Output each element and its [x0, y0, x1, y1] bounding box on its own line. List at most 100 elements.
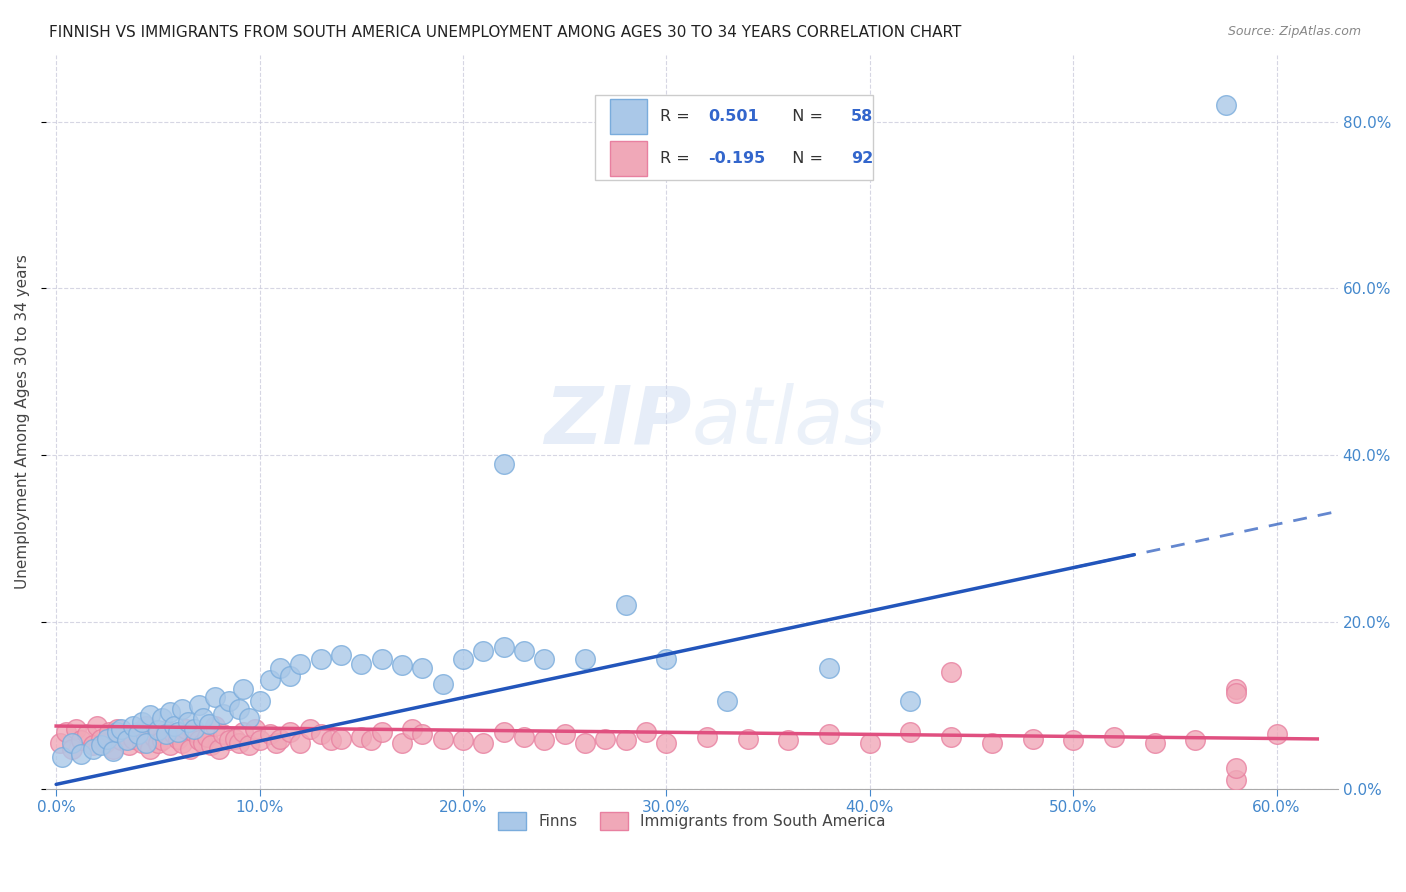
- Text: R =: R =: [659, 152, 695, 166]
- Point: [278, 724, 301, 739]
- Point: [114, 727, 136, 741]
- Point: [69, 733, 91, 747]
- Point: [105, 724, 128, 739]
- Point: [1102, 730, 1125, 744]
- Point: [1225, 681, 1247, 696]
- Point: [1143, 736, 1166, 750]
- Text: Source: ZipAtlas.com: Source: ZipAtlas.com: [1227, 25, 1361, 38]
- Point: [818, 661, 841, 675]
- Point: [232, 724, 254, 739]
- Point: [90, 738, 112, 752]
- Point: [110, 733, 132, 747]
- Point: [1215, 98, 1237, 112]
- Point: [82, 741, 104, 756]
- Point: [980, 736, 1002, 750]
- Point: [939, 665, 962, 679]
- Point: [554, 727, 576, 741]
- Point: [329, 648, 352, 663]
- Point: [218, 694, 240, 708]
- Text: N =: N =: [782, 152, 828, 166]
- Point: [533, 652, 555, 666]
- Point: [259, 727, 281, 741]
- Point: [150, 733, 173, 747]
- Point: [49, 736, 72, 750]
- Point: [1184, 733, 1206, 747]
- Point: [69, 747, 91, 761]
- Point: [228, 702, 250, 716]
- Point: [212, 706, 235, 721]
- Point: [183, 724, 205, 739]
- Point: [55, 724, 77, 739]
- Point: [818, 727, 841, 741]
- Point: [264, 736, 287, 750]
- Point: [76, 727, 98, 741]
- Bar: [610, 99, 647, 134]
- Point: [195, 730, 218, 744]
- Point: [127, 727, 149, 741]
- Point: [716, 694, 738, 708]
- Point: [1021, 731, 1043, 746]
- Point: [350, 730, 373, 744]
- Point: [655, 652, 678, 666]
- Point: [778, 733, 800, 747]
- Point: [159, 738, 181, 752]
- Point: [167, 724, 190, 739]
- Point: [96, 731, 118, 746]
- Point: [309, 727, 332, 741]
- Text: ZIP: ZIP: [544, 383, 692, 461]
- Point: [118, 738, 141, 752]
- Point: [472, 644, 495, 658]
- Point: [232, 681, 254, 696]
- Point: [155, 727, 177, 741]
- Point: [135, 719, 157, 733]
- Text: FINNISH VS IMMIGRANTS FROM SOUTH AMERICA UNEMPLOYMENT AMONG AGES 30 TO 34 YEARS : FINNISH VS IMMIGRANTS FROM SOUTH AMERICA…: [49, 25, 962, 40]
- Point: [513, 644, 536, 658]
- Point: [191, 736, 214, 750]
- Point: [269, 661, 291, 675]
- Point: [370, 724, 392, 739]
- Point: [309, 652, 332, 666]
- Point: [249, 694, 271, 708]
- Point: [191, 711, 214, 725]
- Point: [212, 727, 235, 741]
- Point: [105, 722, 128, 736]
- Text: atlas: atlas: [692, 383, 887, 461]
- Point: [150, 711, 173, 725]
- Point: [900, 724, 922, 739]
- Point: [1265, 727, 1288, 741]
- Point: [614, 598, 637, 612]
- Point: [269, 731, 291, 746]
- Point: [159, 705, 181, 719]
- Point: [939, 730, 962, 744]
- Point: [411, 661, 433, 675]
- Point: [249, 733, 271, 747]
- Point: [360, 733, 382, 747]
- Point: [432, 677, 454, 691]
- Point: [101, 744, 124, 758]
- Point: [1225, 761, 1247, 775]
- Point: [94, 736, 117, 750]
- Point: [737, 731, 759, 746]
- Point: [432, 731, 454, 746]
- Point: [290, 657, 312, 671]
- Point: [142, 730, 165, 744]
- Point: [187, 698, 209, 713]
- Point: [172, 702, 194, 716]
- Point: [350, 657, 373, 671]
- Point: [131, 736, 153, 750]
- Point: [179, 741, 201, 756]
- Point: [51, 749, 73, 764]
- Point: [859, 736, 882, 750]
- Point: [90, 731, 112, 746]
- Point: [177, 714, 200, 729]
- Point: [146, 736, 169, 750]
- Point: [370, 652, 392, 666]
- Point: [411, 727, 433, 741]
- Point: [62, 736, 84, 750]
- Point: [135, 736, 157, 750]
- Point: [163, 727, 186, 741]
- Point: [634, 724, 657, 739]
- Point: [117, 733, 139, 747]
- Point: [391, 736, 413, 750]
- Point: [204, 719, 226, 733]
